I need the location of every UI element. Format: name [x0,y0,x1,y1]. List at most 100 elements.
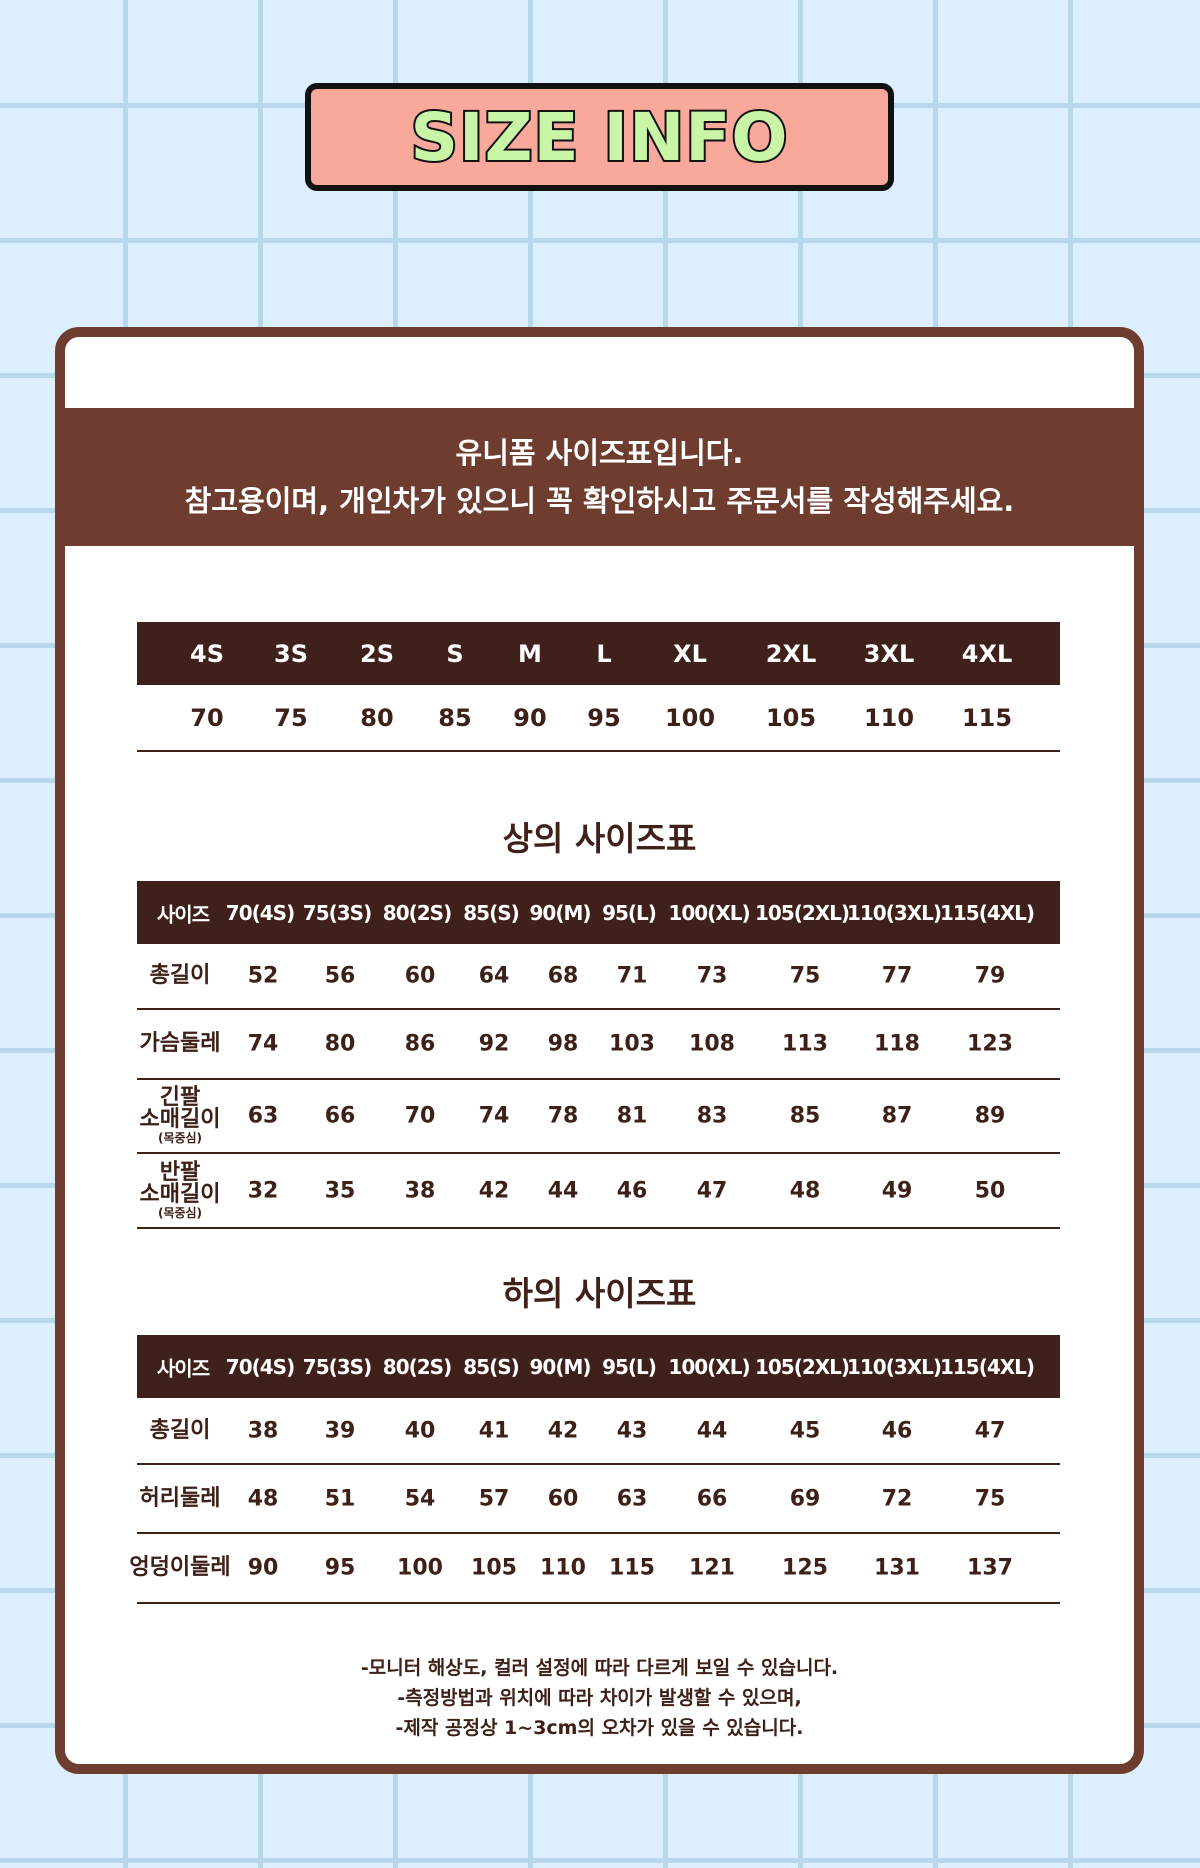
header-cell: 95(L) [602,1354,657,1379]
value-cell: 89 [974,1103,1006,1129]
header-cell: 85(S) [463,1354,520,1379]
size-info-title-box: SIZE INFO [305,83,894,191]
value-cell: 123 [967,1031,1013,1057]
size-value: 100 [664,703,716,732]
table-header: 사이즈 70(4S) 75(3S) 80(2S) 85(S) 90(M) 95(L) 100(… [137,1335,1060,1398]
value-cell: 108 [689,1031,735,1057]
value-cell: 75 [974,1486,1006,1511]
size-map-table: 4S 3S 2S S M L XL 2XL 3XL 4XL 70 75 80 85 90 95 100 105 1… [137,622,1060,752]
size-label: M [518,639,542,668]
value-cell: 115 [609,1555,655,1581]
value-cell: 83 [696,1103,728,1129]
header-cell: 80(2S) [382,900,452,925]
value-cell: 85 [789,1103,821,1129]
value-cell: 38 [404,1178,436,1203]
size-value: 80 [360,703,394,732]
value-cell: 35 [324,1178,356,1203]
value-cell: 51 [324,1486,356,1511]
value-cell: 90 [247,1555,279,1581]
table-row: 긴팔 소매길이 (목중심) 63 66 70 74 78 81 83 85 87 89 [137,1080,1060,1154]
value-cell: 46 [881,1418,913,1443]
row-sublabel: (목중심) [157,1205,203,1220]
table-row: 총길이 52 56 60 64 68 71 73 75 77 79 [137,944,1060,1010]
value-cell: 98 [547,1031,579,1057]
value-cell: 78 [547,1103,579,1129]
size-label: L [596,639,612,668]
value-cell: 72 [881,1486,913,1511]
size-value: 110 [863,703,915,732]
value-cell: 81 [616,1103,648,1129]
value-cell: 48 [247,1486,279,1511]
value-cell: 125 [782,1555,828,1581]
value-cell: 73 [696,963,728,989]
row-label: 엉덩이둘레 [129,1555,231,1580]
value-cell: 60 [404,963,436,989]
value-cell: 42 [478,1178,510,1203]
size-label: 3S [274,639,308,668]
bottom-size-heading: 하의 사이즈표 [502,1274,697,1313]
value-cell: 41 [478,1418,510,1443]
value-cell: 110 [540,1555,586,1581]
size-label: S [446,639,464,668]
value-cell: 45 [789,1418,821,1443]
value-cell: 75 [789,963,821,989]
header-cell: 105(2XL) [754,1354,850,1379]
row-sublabel: (목중심) [157,1131,203,1145]
header-cell: 85(S) [463,900,520,925]
note-line: -제작 공정상 1~3cm의 오차가 있을 수 있습니다. [395,1717,804,1739]
value-cell: 70 [404,1103,436,1129]
value-cell: 63 [616,1486,648,1511]
value-cell: 66 [696,1486,728,1511]
value-cell: 63 [247,1103,279,1129]
header-cell: 90(M) [529,900,591,925]
size-value: 95 [587,703,621,732]
value-cell: 121 [689,1555,735,1581]
header-cell: 70(4S) [225,1354,295,1379]
notice-banner: 유니폼 사이즈표입니다. 참고용이며, 개인차가 있으니 꼭 확인하시고 주문서… [65,408,1134,546]
header-cell: 100(XL) [668,900,750,925]
value-cell: 69 [789,1486,821,1511]
row-label: 반팔 소매길이 (목중심) [139,1159,221,1220]
header-cell: 110(3XL) [846,900,942,925]
row-label: 총길이 [149,963,211,988]
value-cell: 118 [874,1031,920,1057]
value-cell: 38 [247,1418,279,1443]
size-value: 70 [190,703,224,732]
row-label: 긴팔 소매길이 (목중심) [139,1085,221,1146]
header-cell: 105(2XL) [754,900,850,925]
value-cell: 42 [547,1418,579,1443]
header-cell: 75(3S) [302,1354,372,1379]
header-cell: 95(L) [602,900,657,925]
size-value: 115 [961,703,1013,732]
note-line: -측정방법과 위치에 따라 차이가 발생할 수 있으며, [397,1687,802,1709]
bottom-size-table: 사이즈 70(4S) 75(3S) 80(2S) 85(S) 90(M) 95(L) 100(… [129,1335,1060,1604]
value-cell: 49 [881,1178,913,1203]
table-row: 가슴둘레 74 80 86 92 98 103 108 113 118 123 [137,1010,1060,1080]
size-value: 105 [765,703,817,732]
size-label: 2S [360,639,394,668]
size-value: 85 [438,703,472,732]
header-cell: 115(4XL) [939,900,1035,925]
value-cell: 74 [478,1103,510,1129]
header-cell: 75(3S) [302,900,372,925]
value-cell: 44 [696,1418,728,1443]
banner-line-1: 유니폼 사이즈표입니다. [455,436,744,470]
value-cell: 68 [547,963,579,989]
value-cell: 66 [324,1103,356,1129]
value-cell: 47 [974,1418,1006,1443]
value-cell: 46 [616,1178,648,1203]
value-cell: 48 [789,1178,821,1203]
notes: -모니터 해상도, 컬러 설정에 따라 다르게 보일 수 있습니다. -측정방법… [65,1653,1134,1743]
value-cell: 95 [324,1555,356,1581]
size-label: 3XL [863,639,915,668]
top-size-heading: 상의 사이즈표 [502,819,697,858]
value-cell: 39 [324,1418,356,1443]
header-cell: 사이즈 [156,1356,210,1380]
value-cell: 79 [974,963,1006,989]
size-value: 90 [513,703,547,732]
header-cell: 90(M) [529,1354,591,1379]
page-title: SIZE INFO [409,97,790,178]
table-row: 반팔 소매길이 (목중심) 32 35 38 42 44 46 47 48 49 50 [137,1154,1060,1229]
value-cell: 77 [881,963,913,989]
header-cell: 80(2S) [382,1354,452,1379]
